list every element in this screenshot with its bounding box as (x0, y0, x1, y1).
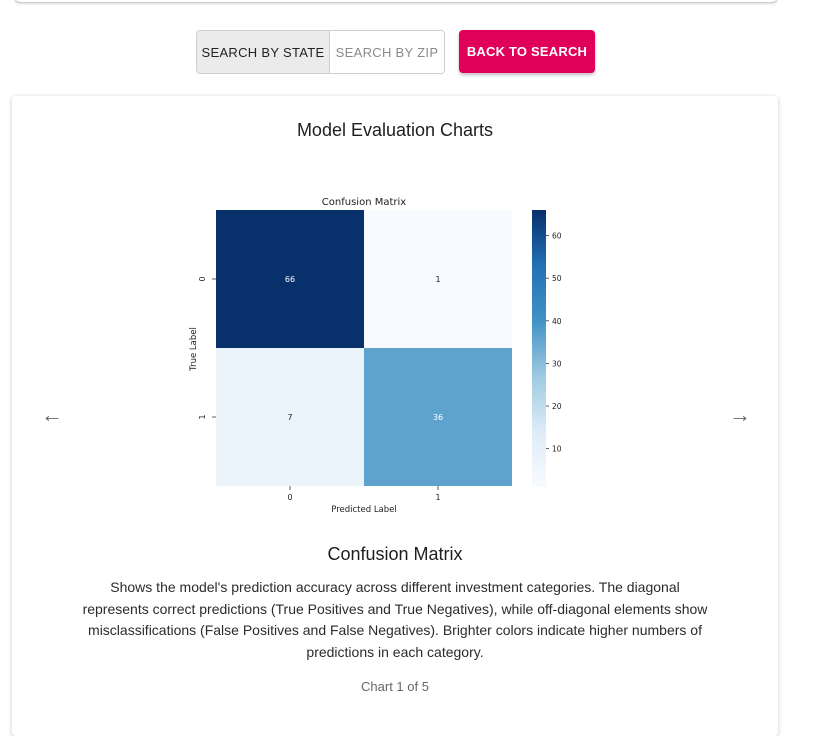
x-axis-label: Predicted Label (331, 505, 397, 515)
colorbar-tick-label: 10 (552, 445, 562, 454)
back-to-search-button[interactable]: BACK TO SEARCH (459, 30, 595, 73)
colorbar (532, 210, 546, 487)
heatmap-cell (216, 348, 364, 486)
heatmap-cell (364, 348, 512, 486)
colorbar-tick-label: 30 (552, 359, 562, 368)
heatmap-cell (216, 210, 364, 348)
search-by-zip-button[interactable]: SEARCH BY ZIP (330, 31, 444, 73)
colorbar-tick-label: 50 (552, 274, 562, 283)
confusion-matrix-chart: Confusion Matrix 66 17 36 0 101 10203040506… (189, 197, 562, 515)
colorbar-tick-label: 20 (552, 402, 562, 411)
arrow-right-icon[interactable]: → (729, 402, 751, 427)
y-tick-label: 1 (198, 414, 207, 419)
cell-value-label: 36 (433, 413, 443, 422)
y-axis-label: True Label (189, 327, 199, 372)
chart-description: Shows the model's prediction accuracy ac… (82, 579, 708, 660)
search-panel-edge (14, 0, 778, 3)
search-by-state-button[interactable]: SEARCH BY STATE (197, 31, 330, 73)
cell-value-label: 7 (287, 413, 292, 422)
y-tick-label: 0 (198, 276, 207, 281)
chart-heading: Confusion Matrix (327, 544, 463, 564)
cell-value-label: 1 (435, 275, 440, 284)
arrow-left-icon[interactable]: ← (41, 402, 63, 427)
x-tick-label: 0 (287, 493, 292, 502)
chart-pager: Chart 1 of 5 (361, 679, 429, 694)
heatmap-cell (364, 210, 512, 348)
cell-value-label: 66 (285, 275, 295, 284)
card-title: Model Evaluation Charts (296, 120, 494, 140)
search-mode-toggle: SEARCH BY STATE SEARCH BY ZIP (196, 30, 445, 74)
colorbar-tick-label: 60 (552, 232, 562, 241)
colorbar-tick-label: 40 (552, 317, 562, 326)
x-tick-label: 1 (435, 493, 440, 502)
chart-title: Confusion Matrix (322, 197, 406, 208)
